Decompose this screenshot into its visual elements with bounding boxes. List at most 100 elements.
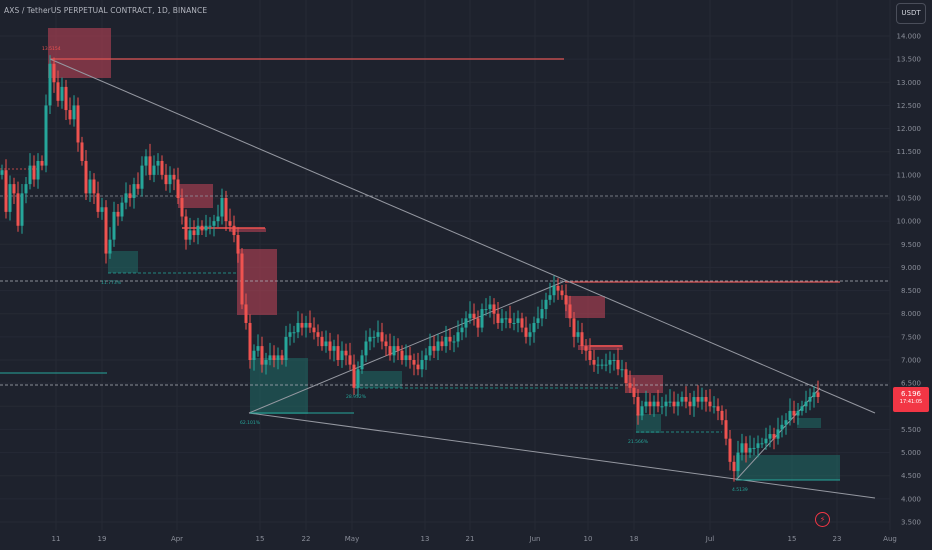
candle-body [436,341,440,351]
candle-body [228,221,232,226]
candle-body [760,443,764,445]
candle-body [388,346,392,356]
supply-zone [229,228,266,232]
candle-body [364,341,368,356]
candle-body [312,327,316,333]
candle-body [404,355,408,360]
candle-body [396,346,400,351]
candle-body [104,207,108,254]
candle-body [32,165,36,180]
candle-body [616,360,620,370]
candle-body [224,198,228,222]
candle-body [604,364,608,366]
candles-layer [0,55,820,482]
candle-body [344,350,348,356]
candle-body [264,360,268,365]
candle-body [244,304,248,323]
candle-body [12,184,16,194]
demand-zone [250,358,308,414]
candle-body [768,434,772,439]
candle-body [568,304,572,319]
candle-body [348,355,352,365]
candle-body [732,461,736,472]
candle-body [92,179,96,194]
candle-body [536,318,540,323]
candle-body [572,318,576,337]
candle-body [356,369,360,388]
price-tick-label: 3.500 [901,519,921,527]
candle-body [764,438,768,444]
time-tick-label: 10 [584,535,593,543]
candle-body [696,397,700,402]
candle-body [40,160,44,166]
candle-body [720,410,724,421]
candle-body [532,322,536,333]
candle-body [664,401,668,407]
candle-body [716,406,720,411]
candle-body [800,406,804,411]
candle-body [328,341,332,351]
candle-body [676,401,680,407]
candle-body [256,346,260,351]
candle-body [712,406,716,408]
lightning-icon[interactable]: ⚡ [815,512,830,527]
candle-body [24,184,28,194]
candle-body [332,346,336,351]
candle-body [504,318,508,320]
candle-body [56,82,60,101]
candle-body [304,322,308,328]
candle-body [88,179,92,194]
candle-body [772,434,776,439]
candle-body [240,253,244,305]
candle-body [460,327,464,333]
candle-body [692,397,696,407]
candle-body [756,443,760,448]
candle-body [780,424,784,430]
candle-body [360,355,364,370]
supply-zone [237,249,277,315]
candle-body [204,225,208,231]
candle-body [652,401,656,407]
candle-body [620,369,624,371]
candle-body [160,160,164,175]
price-tick-label: 6.500 [901,380,921,388]
low-label: 28.952% [346,394,367,400]
currency-button[interactable]: USDT [896,3,926,24]
candle-body [272,355,276,360]
candle-body [456,332,460,342]
symbol-title: AXS / TetherUS PERPETUAL CONTRACT, 1D, B… [4,6,208,15]
candle-body [500,318,504,323]
annotations-layer: 13.5154 11.773% 62.101% 28.952% 21.566% 4.513… [42,46,748,493]
price-tick-label: 10.500 [897,195,922,203]
price-tick-label: 5.500 [901,426,921,434]
candle-body [188,230,192,240]
candle-body [528,332,532,337]
candle-body [464,318,468,328]
time-tick-label: Aug [883,535,897,543]
candle-body [144,156,148,166]
supply-zone [627,375,663,393]
candle-body [172,174,176,180]
candle-body [636,397,640,416]
candle-body [164,174,168,185]
candle-body [140,165,144,189]
candle-body [260,346,264,365]
low-label: 21.566% [628,439,649,445]
candle-body [232,225,236,236]
supply-zone [48,28,111,78]
candle-body [624,369,628,384]
time-tick-label: 18 [630,535,639,543]
candle-body [152,165,156,175]
candle-body [340,350,344,360]
candle-body [148,156,152,175]
candle-body [472,313,476,319]
candle-body [544,299,548,310]
candle-body [168,174,172,185]
candle-body [508,318,512,323]
candle-body [440,341,444,347]
candle-body [28,165,32,185]
candle-body [380,332,384,342]
price-badge-value: 6.196 [900,390,922,398]
candle-body [740,443,744,453]
